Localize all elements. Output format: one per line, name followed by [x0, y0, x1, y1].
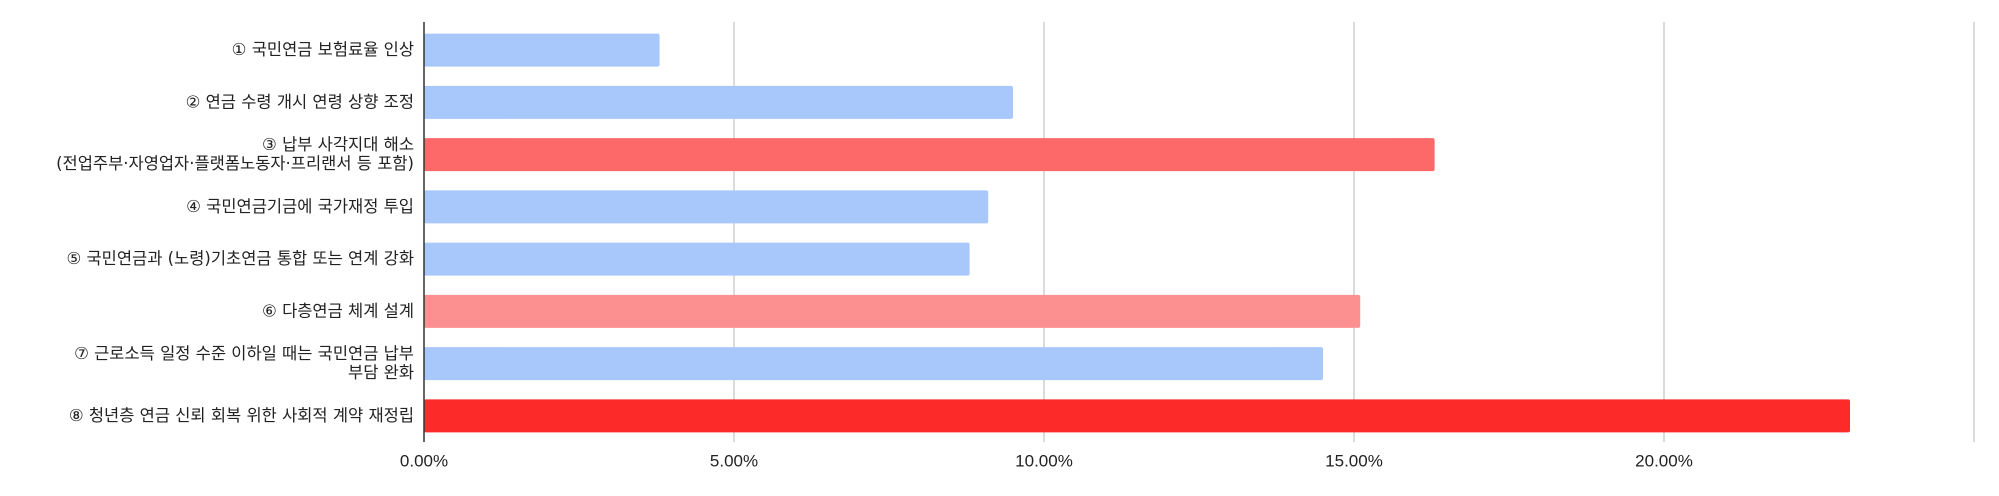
x-tick-label-3: 15.00%	[1325, 451, 1383, 470]
category-label-5: ⑤ 국민연금과 (노령)기초연금 통합 또는 연계 강화	[66, 249, 414, 268]
x-tick-label-4: 20.00%	[1635, 451, 1693, 470]
category-label-4: ④ 국민연금기금에 국가재정 투입	[186, 196, 414, 215]
bar-5	[424, 242, 970, 276]
bar-8	[424, 399, 1850, 433]
x-tick-label-0: 0.00%	[400, 451, 448, 470]
category-label-3: ③ 납부 사각지대 해소 (전업주부·자영업자·플랫폼노동자·프리랜서 등 포함)	[56, 135, 414, 173]
bar-1	[424, 33, 660, 67]
category-label-8: ⑧ 청년층 연금 신뢰 회복 위한 사회적 계약 재정립	[69, 405, 414, 424]
bar-4	[424, 190, 989, 224]
category-label-6: ⑥ 다층연금 체계 설계	[262, 301, 414, 320]
category-label-1: ① 국민연금 보험료율 인상	[232, 40, 414, 59]
category-labels: ① 국민연금 보험료율 인상 ② 연금 수령 개시 연령 상향 조정 ③ 납부 사각…	[56, 40, 414, 425]
bar-3	[424, 138, 1435, 172]
x-tick-label-1: 5.00%	[710, 451, 758, 470]
category-label-2: ② 연금 수령 개시 연령 상향 조정	[186, 92, 414, 111]
category-label-7: ⑦ 근로소득 일정 수준 이하일 때는 국민연금 납부 부담 완화	[74, 344, 414, 382]
bar-7	[424, 347, 1323, 381]
bars	[424, 33, 1850, 433]
x-tick-labels: 0.00% 5.00% 10.00% 15.00% 20.00%	[400, 451, 1693, 470]
bar-2	[424, 85, 1013, 119]
x-tick-label-2: 10.00%	[1015, 451, 1073, 470]
bar-6	[424, 294, 1361, 328]
